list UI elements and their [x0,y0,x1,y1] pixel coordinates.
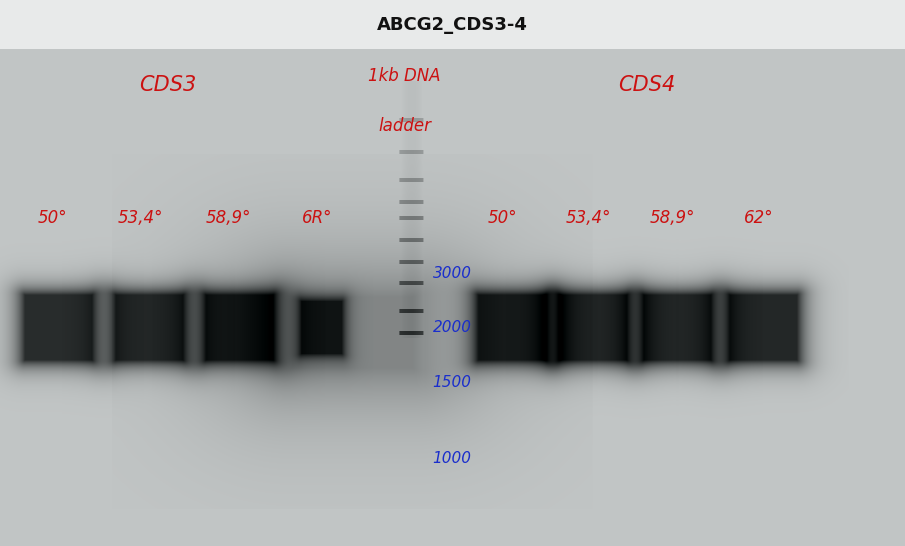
Text: 53,4°: 53,4° [566,210,611,227]
Text: 58,9°: 58,9° [650,210,695,227]
Text: 58,9°: 58,9° [205,210,251,227]
Text: 50°: 50° [38,210,67,227]
Text: CDS4: CDS4 [618,75,676,94]
Text: 1000: 1000 [433,451,472,466]
Text: ABCG2_CDS3-4: ABCG2_CDS3-4 [377,16,528,33]
Text: ladder: ladder [378,117,431,135]
Text: CDS3: CDS3 [138,75,196,94]
Text: 1kb DNA: 1kb DNA [368,67,441,85]
Text: 1500: 1500 [433,375,472,390]
Text: 3000: 3000 [433,265,472,281]
Text: 2000: 2000 [433,320,472,335]
Text: 6R°: 6R° [301,210,332,227]
Text: 62°: 62° [744,210,773,227]
Text: 53,4°: 53,4° [118,210,163,227]
Text: 50°: 50° [488,210,517,227]
